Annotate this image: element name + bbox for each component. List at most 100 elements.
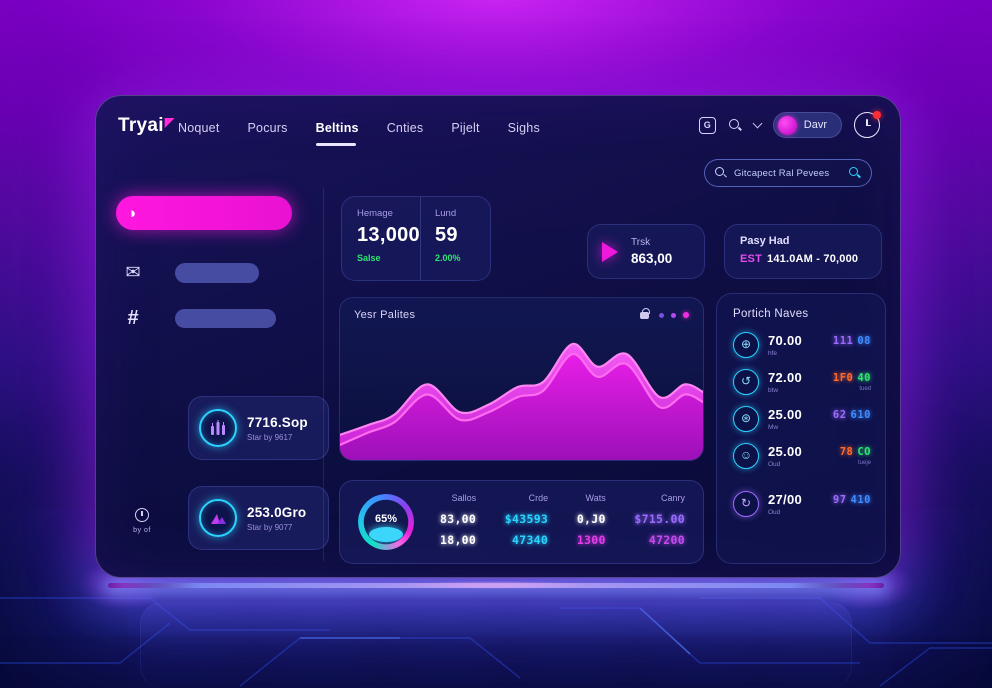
pay-card: Pasy Had EST 141.0AM - 70,000 <box>724 224 882 279</box>
nav-item-noquet[interactable]: Noquet <box>178 121 220 135</box>
stats-card: Hemage 13,000 Salse Lund 59 2.00% <box>341 196 491 281</box>
column-value-top: 83,00 <box>440 511 477 526</box>
sidebar-card-sop[interactable]: 7716.Sop Star by 9617 <box>188 396 329 460</box>
search-icon[interactable] <box>728 118 742 132</box>
column-value-bottom: 1300 <box>576 533 606 547</box>
task-label: Trsk <box>631 237 651 248</box>
column-label: Sallos <box>451 492 477 503</box>
chart-header: Yesr Palites <box>340 298 703 332</box>
row-value: 25.00 <box>768 444 803 459</box>
row-num1: 78 <box>839 445 854 458</box>
nav-item-beltins-active[interactable]: Beltins <box>315 121 359 146</box>
hash-icon: # <box>127 307 139 329</box>
column-value-top: $715.00 <box>634 511 685 526</box>
row-sub: Mw <box>768 424 779 431</box>
gauge-value: 65% <box>374 513 398 525</box>
column-value-top: 0,J0 <box>576 511 606 526</box>
nav-item-cnties[interactable]: Cnties <box>386 121 424 135</box>
half-circle-icon: ◑ <box>127 204 137 222</box>
chart-header-icons <box>640 307 689 319</box>
task-card[interactable]: Trsk 863,00 <box>587 224 705 279</box>
search-field-icon <box>715 167 727 179</box>
avatar <box>777 115 797 135</box>
face-icon: ☺ <box>733 443 759 469</box>
gauge-core: 65% <box>364 500 408 544</box>
nav-item-sighs[interactable]: Sighs <box>507 121 540 135</box>
legend-dot-purple[interactable] <box>659 312 664 318</box>
lock-icon[interactable] <box>640 307 650 319</box>
sidebar-item-inbox[interactable]: ✉ <box>122 262 259 283</box>
sidebar-divider <box>323 188 324 561</box>
summary-col-canry: Canry $715.00 47200 <box>634 493 685 552</box>
portfolio-title: Portich Naves <box>733 308 809 320</box>
row-num1: 1F0 <box>832 371 854 384</box>
nav-item-pijelt[interactable]: Pijelt <box>451 121 480 135</box>
play-icon[interactable] <box>602 241 618 262</box>
column-value-bottom: 18,00 <box>440 533 477 547</box>
stat-hemage: Hemage 13,000 Salse <box>342 197 420 280</box>
stat-lund: Lund 59 2.00% <box>419 197 490 280</box>
row-value: 27/00 <box>768 492 803 507</box>
logo-accent-mark: ◤ <box>164 115 175 129</box>
portfolio-row[interactable]: ↺ 72.00 btw 1F0 40 tued <box>733 369 871 395</box>
search-input[interactable]: Gitcapect Ral Pevees <box>704 159 872 187</box>
sidebar-primary-button[interactable]: ◑ <box>116 196 292 230</box>
row-num2: 08 <box>857 334 871 347</box>
summary-col-crde: Crde $43593 47340 <box>505 493 548 552</box>
row-value: 70.00 <box>768 333 803 348</box>
gauge-liquid <box>369 527 403 542</box>
pay-title: Pasy Had <box>740 235 790 247</box>
portfolio-row[interactable]: ⊛ 25.00 Mw 62 610 <box>733 406 871 432</box>
row-sub: hfe <box>768 350 778 357</box>
summary-card: 65% Sallos 83,00 18,00 Crde $43593 47340… <box>339 480 704 564</box>
stat-label: Hemage <box>357 208 393 219</box>
card-subtitle: Star by 9077 <box>247 522 293 532</box>
row-num2: 610 <box>850 408 871 421</box>
neon-glow-bar <box>108 581 884 589</box>
portfolio-row[interactable]: ⊕ 70.00 hfe 111 08 <box>733 332 871 358</box>
row-sub: btw <box>768 387 779 394</box>
globe-icon: ⊕ <box>733 332 759 358</box>
notifications-clock-icon[interactable] <box>854 111 881 138</box>
sidebar-footer-settings[interactable]: by of <box>120 508 164 534</box>
sidebar-card-gro[interactable]: 253.0Gro Star by 9077 <box>188 486 329 550</box>
floor-circuit-lines <box>0 597 992 687</box>
row-value: 25.00 <box>768 407 803 422</box>
search-submit-icon[interactable] <box>849 167 861 179</box>
chart-card: Yesr Palites <box>339 297 704 461</box>
column-label: Canry <box>660 492 685 503</box>
main-nav: Noquet Pocurs Beltins Cnties Pijelt Sigh… <box>178 121 540 146</box>
column-label: Wats <box>585 492 606 503</box>
panel-reflection <box>140 602 852 688</box>
footer-label: by of <box>133 527 151 534</box>
app-logo[interactable]: Tryai◤ <box>118 115 175 136</box>
search-value: Gitcapect Ral Pevees <box>734 167 830 179</box>
column-value-top: $43593 <box>504 511 549 526</box>
header-icons: G Davr <box>698 111 881 138</box>
card-title: 253.0Gro <box>247 504 307 520</box>
asterisk-icon: ⊛ <box>733 406 759 432</box>
summary-columns: Sallos 83,00 18,00 Crde $43593 47340 Wat… <box>440 493 685 552</box>
legend-dot-magenta[interactable] <box>683 312 689 318</box>
portfolio-row[interactable]: ☺ 25.00 Oud 78 CO tueje <box>733 443 871 469</box>
clock-gear-icon <box>135 508 149 522</box>
candlestick-chart-icon <box>199 409 237 447</box>
pay-tag: EST <box>740 253 762 265</box>
progress-gauge: 65% <box>358 494 414 550</box>
sidebar-item-channels[interactable]: # <box>124 307 276 330</box>
row-sub2: tued <box>859 385 871 392</box>
stat-delta: Salse <box>357 253 381 263</box>
column-value-bottom: 47340 <box>512 533 549 547</box>
row-num2: 410 <box>850 493 871 506</box>
stat-value: 13,000 <box>357 224 420 246</box>
legend-dot-violet[interactable] <box>671 312 676 318</box>
row-num2: 40 <box>857 371 871 384</box>
portfolio-row[interactable]: ↻ 27/00 Oud 97 410 <box>733 491 871 517</box>
chevron-down-icon[interactable] <box>752 118 763 129</box>
pay-line: EST 141.0AM - 70,000 <box>740 253 881 265</box>
row-sub: Oud <box>768 461 781 468</box>
g-badge-icon[interactable]: G <box>698 116 716 134</box>
nav-item-pocurs[interactable]: Pocurs <box>247 121 288 135</box>
user-menu[interactable]: Davr <box>772 112 842 138</box>
